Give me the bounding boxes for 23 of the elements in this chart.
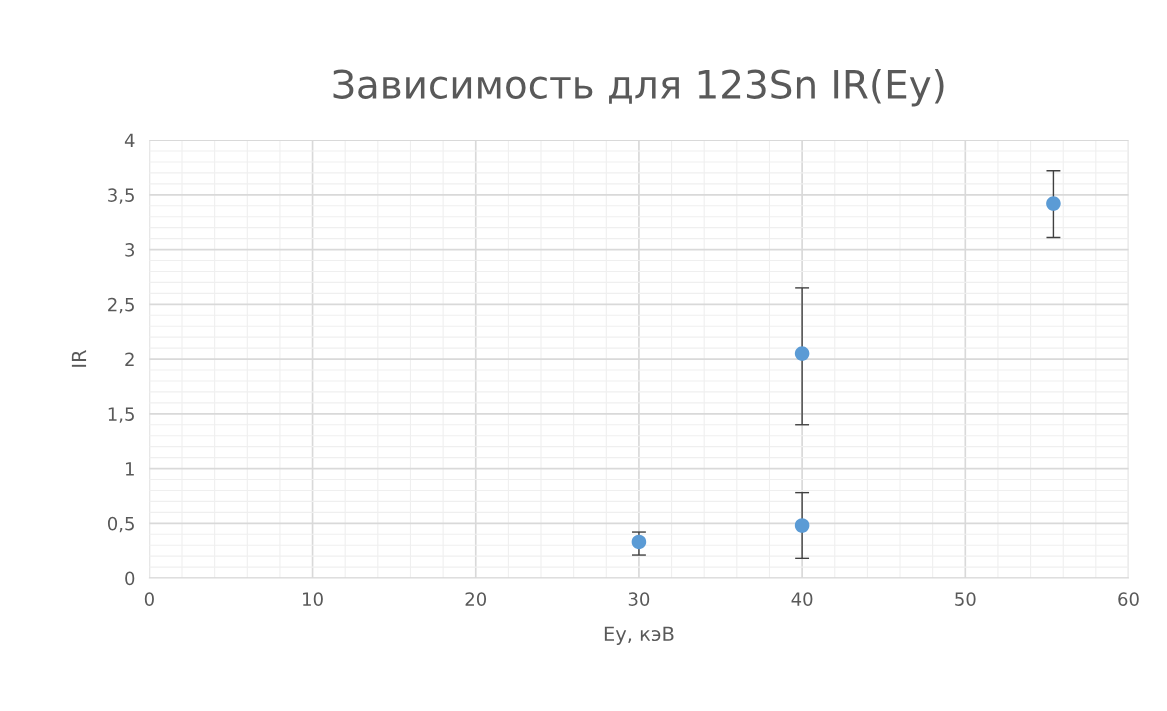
- y-tick-label: 2,5: [108, 297, 134, 314]
- y-tick-label: 0: [125, 571, 135, 586]
- point: [1046, 196, 1061, 211]
- point: [631, 534, 647, 550]
- x-tick-label: 60: [1118, 592, 1139, 606]
- x-tick-label: 40: [791, 592, 813, 606]
- x-tick-label: 30: [628, 592, 650, 606]
- y-tick-label: 4: [124, 133, 135, 147]
- y-tick-label: 1: [125, 462, 134, 476]
- x-tick-label: 50: [955, 592, 976, 606]
- point: [794, 518, 810, 533]
- y-axis-title: IR: [71, 349, 87, 367]
- x-tick-label: 10: [303, 592, 323, 606]
- x-tick-label: 0: [144, 592, 154, 606]
- x-axis-title: Eу, кэВ: [604, 626, 674, 645]
- y-tick-label: 2: [125, 352, 134, 366]
- chart-title: Зависимость для 123Sn IR(Eу): [333, 68, 944, 107]
- point: [794, 346, 810, 361]
- x-tick-label: 20: [465, 592, 487, 606]
- y-tick-label: 1,5: [108, 407, 134, 423]
- y-tick-label: 0,5: [107, 516, 134, 533]
- y-tick-label: 3: [125, 243, 135, 257]
- y-tick-label: 3,5: [108, 188, 134, 204]
